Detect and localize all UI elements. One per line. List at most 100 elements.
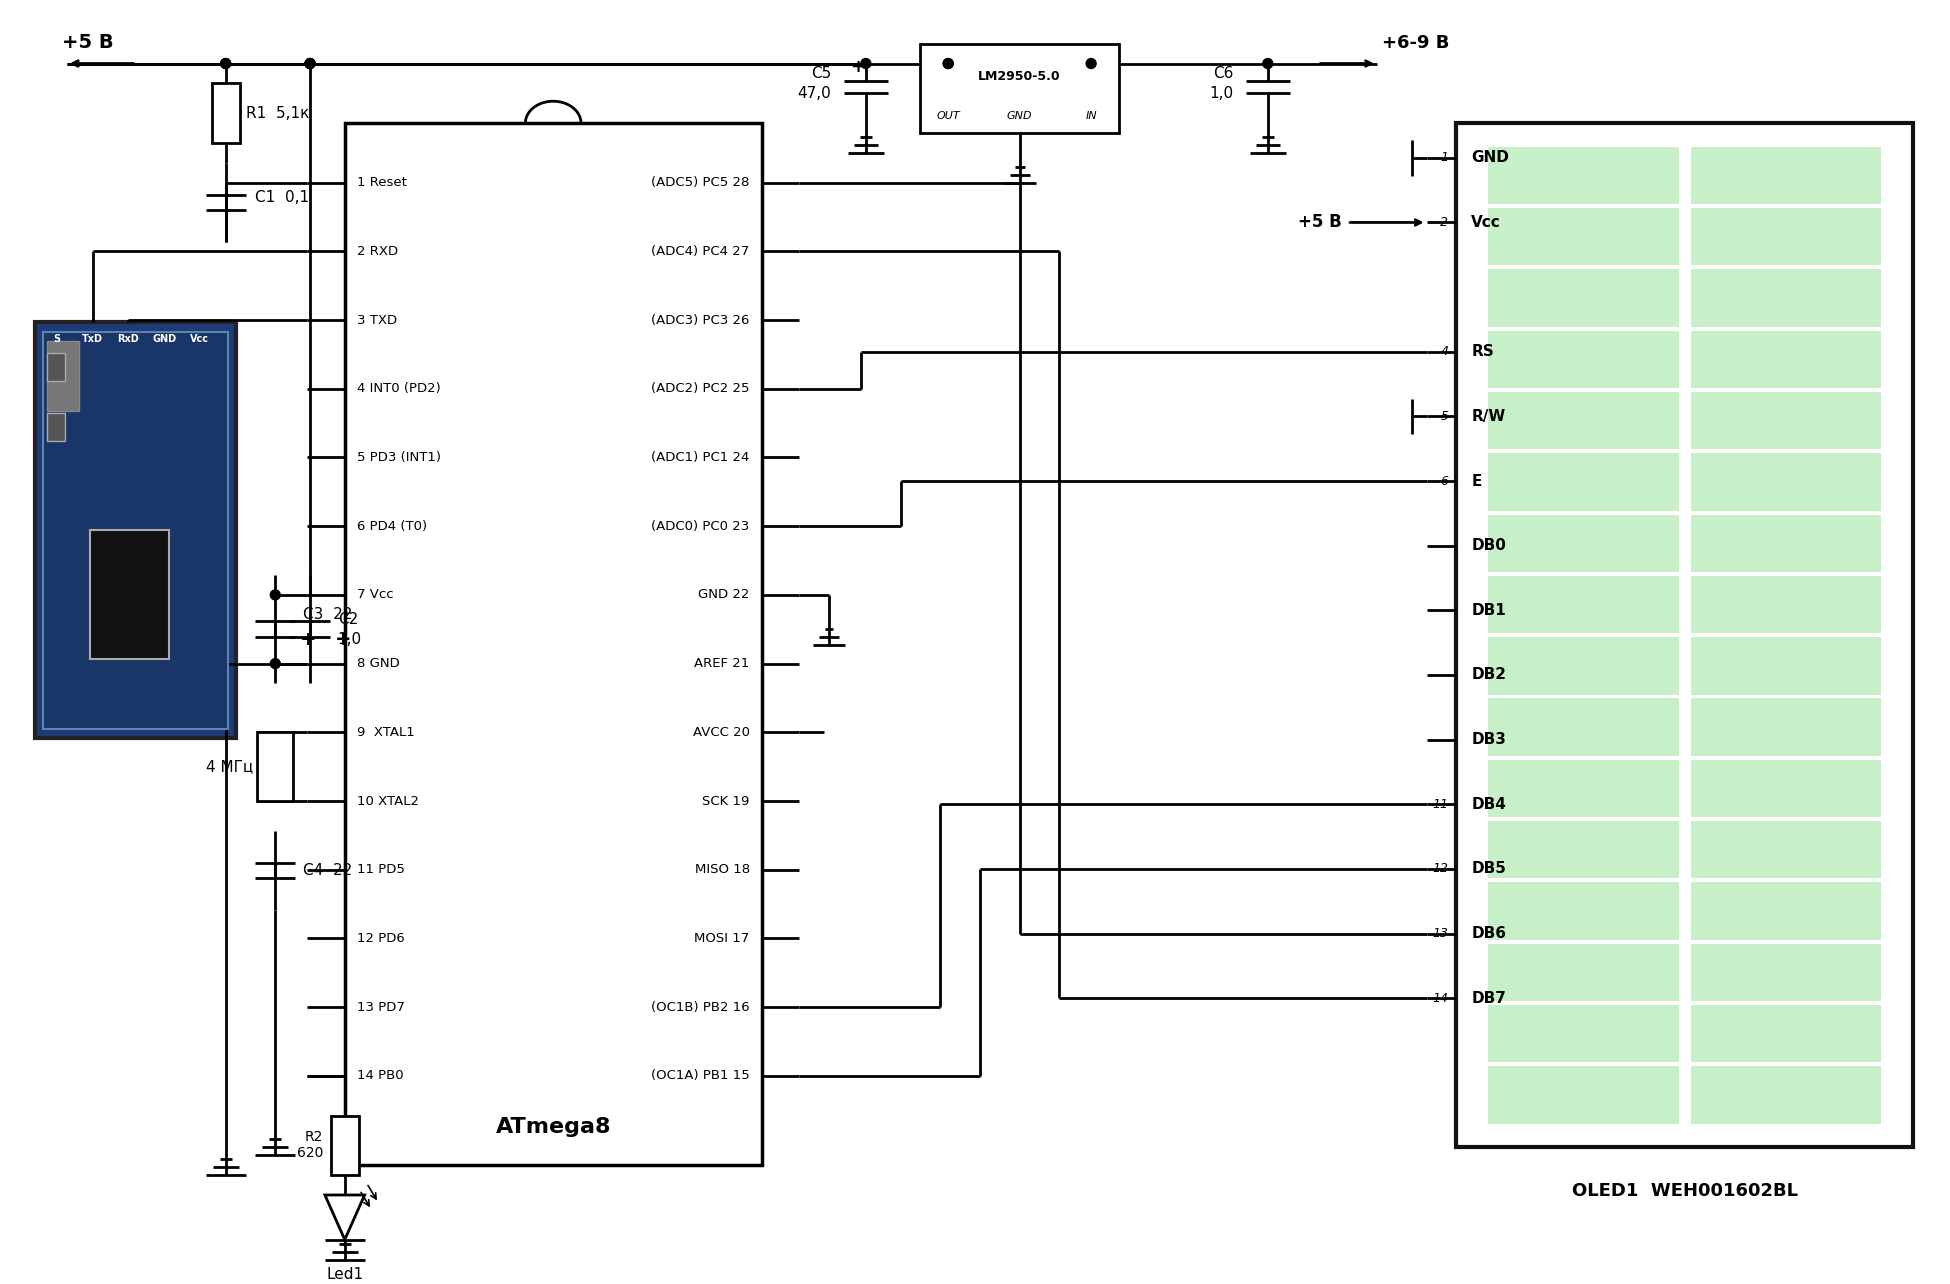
Text: 11: 11 (1433, 797, 1449, 810)
Bar (1457, 123, 1913, 1148)
Text: Vcc: Vcc (191, 334, 209, 344)
Text: MOSI 17: MOSI 17 (694, 932, 749, 945)
Polygon shape (326, 1195, 365, 1239)
Bar (1488, 1005, 1679, 1062)
Bar (1488, 453, 1679, 511)
Bar (1691, 882, 1882, 940)
Text: 12: 12 (1433, 863, 1449, 876)
Bar (1691, 208, 1882, 266)
Text: C1  0,1: C1 0,1 (255, 190, 310, 205)
Bar (47, 413, 64, 440)
Bar (1488, 146, 1679, 204)
Text: (ADC4) PC4 27: (ADC4) PC4 27 (651, 245, 749, 258)
Bar (332, 1116, 359, 1175)
Text: 5 PD3 (INT1): 5 PD3 (INT1) (357, 451, 441, 464)
Text: 9  XTAL1: 9 XTAL1 (357, 725, 415, 738)
Text: DB5: DB5 (1470, 862, 1505, 877)
Text: 12 PD6: 12 PD6 (357, 932, 404, 945)
Text: 7 Vcc: 7 Vcc (357, 588, 394, 601)
Text: DB0: DB0 (1470, 538, 1505, 553)
Bar (43, 331, 228, 728)
Text: +5 В: +5 В (1299, 213, 1342, 231)
Circle shape (220, 59, 230, 68)
Text: 3 TXD: 3 TXD (357, 313, 396, 326)
Circle shape (944, 59, 954, 68)
Bar (1488, 698, 1679, 756)
Bar (35, 321, 236, 738)
Text: AVCC 20: AVCC 20 (692, 725, 749, 738)
Text: 13 PD7: 13 PD7 (357, 1000, 404, 1013)
Text: (ADC0) PC0 23: (ADC0) PC0 23 (651, 520, 749, 533)
Text: C3  22: C3 22 (302, 607, 353, 621)
Bar (1691, 392, 1882, 449)
Bar (1488, 270, 1679, 327)
Bar (345, 123, 762, 1165)
Text: 1,0: 1,0 (337, 632, 363, 647)
Text: +6-9 В: +6-9 В (1383, 33, 1449, 51)
Bar (1488, 208, 1679, 266)
Bar (1691, 1005, 1882, 1062)
Text: ATmega8: ATmega8 (495, 1117, 610, 1138)
Text: +: + (335, 629, 351, 648)
Text: RxD: RxD (117, 334, 138, 344)
Text: S: S (53, 334, 60, 344)
Text: 47,0: 47,0 (798, 86, 831, 101)
Text: TxD: TxD (82, 334, 103, 344)
Bar (47, 342, 78, 411)
Bar (1691, 637, 1882, 695)
Text: C6: C6 (1213, 65, 1232, 81)
Text: AREF 21: AREF 21 (694, 657, 749, 670)
Bar (1691, 270, 1882, 327)
Text: 1,0: 1,0 (1209, 86, 1232, 101)
Text: GND 22: GND 22 (698, 588, 749, 601)
Text: DB4: DB4 (1470, 797, 1505, 811)
Text: LM2950-5.0: LM2950-5.0 (979, 69, 1061, 83)
Circle shape (304, 59, 316, 68)
Bar (1691, 760, 1882, 817)
Text: DB7: DB7 (1470, 991, 1505, 1005)
Text: DB2: DB2 (1470, 668, 1505, 683)
Text: Led1: Led1 (326, 1267, 363, 1283)
Bar (1691, 515, 1882, 571)
Circle shape (271, 589, 281, 600)
Text: DB3: DB3 (1470, 732, 1505, 747)
Text: C5: C5 (811, 65, 831, 81)
Text: IN: IN (1086, 112, 1098, 121)
Text: 14: 14 (1433, 991, 1449, 1004)
Text: +: + (300, 629, 316, 648)
Text: +5 В: +5 В (62, 32, 113, 51)
Bar (1488, 637, 1679, 695)
Text: GND: GND (1006, 112, 1032, 121)
Bar (1691, 698, 1882, 756)
Text: 8 GND: 8 GND (357, 657, 400, 670)
Text: R/W: R/W (1470, 408, 1505, 424)
Text: C2: C2 (337, 612, 359, 627)
Text: OLED1  WEH001602BL: OLED1 WEH001602BL (1572, 1183, 1798, 1201)
Text: OUT: OUT (936, 112, 959, 121)
Text: R1  5,1к: R1 5,1к (246, 105, 308, 121)
Circle shape (860, 59, 872, 68)
Text: 13: 13 (1433, 927, 1449, 940)
Text: 1 Reset: 1 Reset (357, 176, 406, 189)
Text: 2 RXD: 2 RXD (357, 245, 398, 258)
Bar (1488, 577, 1679, 633)
Bar (1488, 1066, 1679, 1124)
Text: DB1: DB1 (1470, 602, 1505, 618)
Bar (1691, 577, 1882, 633)
Text: (ADC1) PC1 24: (ADC1) PC1 24 (651, 451, 749, 464)
Bar (1488, 820, 1679, 878)
Bar (257, 732, 292, 801)
Circle shape (220, 59, 230, 68)
Circle shape (1264, 59, 1273, 68)
Text: +: + (850, 59, 866, 77)
Bar (1488, 944, 1679, 1002)
Text: 14 PB0: 14 PB0 (357, 1070, 404, 1082)
Bar (1691, 820, 1882, 878)
Bar (1488, 760, 1679, 817)
Bar (47, 353, 64, 381)
Text: 1: 1 (1441, 152, 1449, 164)
Bar (1691, 1066, 1882, 1124)
Text: 10 XTAL2: 10 XTAL2 (357, 795, 419, 808)
Text: DB6: DB6 (1470, 926, 1505, 941)
Bar (920, 44, 1119, 134)
